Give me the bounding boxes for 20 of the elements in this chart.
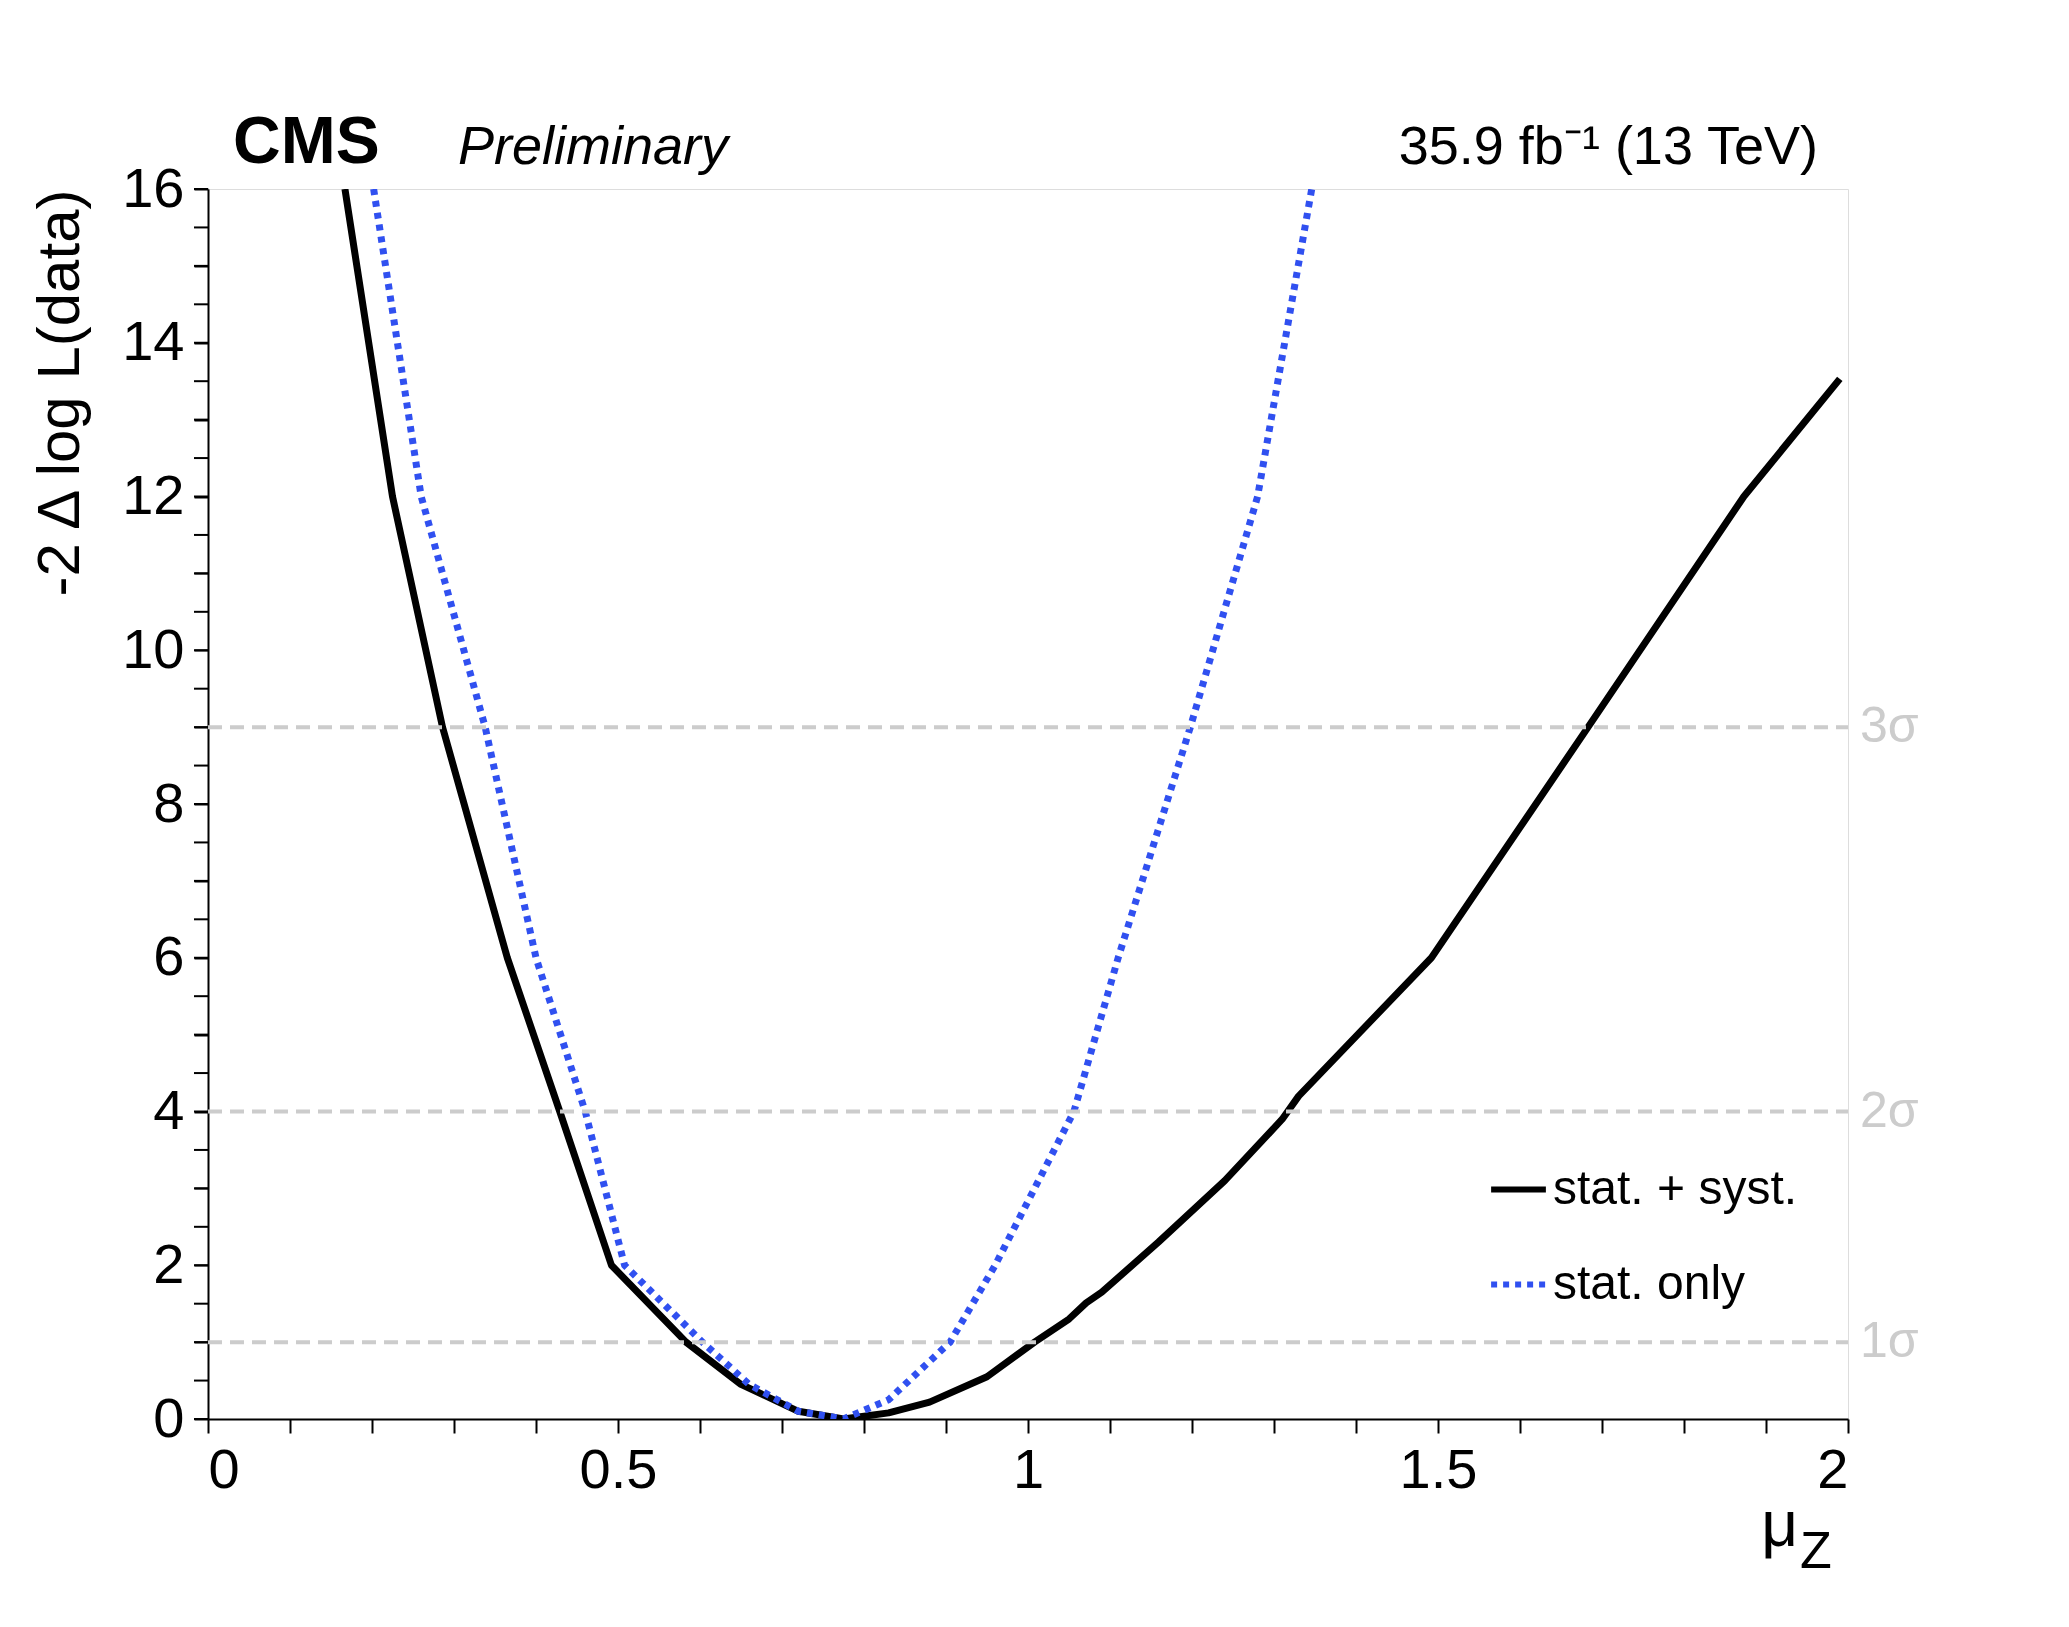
legend-label: stat. only — [1553, 1255, 1746, 1309]
x-tick-label: 0.5 — [579, 1436, 658, 1500]
x-tick-label: 1.5 — [1399, 1436, 1478, 1500]
x-tick-label: 0 — [208, 1436, 240, 1500]
y-tick-label: 10 — [122, 616, 185, 680]
y-axis-title: -2 Δ log L(data) — [25, 189, 93, 597]
y-tick-label: 8 — [153, 770, 185, 834]
text: 35.9 fb⁻¹ (13 TeV) — [1398, 115, 1818, 175]
y-tick-label: 14 — [122, 309, 185, 373]
y-tick-label: 4 — [153, 1078, 185, 1141]
x-tick-label: 1 — [1012, 1436, 1045, 1500]
y-tick-label: 6 — [153, 924, 185, 988]
chart-title: CMS — [233, 103, 380, 177]
chart-subtitle: Preliminary — [458, 115, 732, 175]
y-tick-label: 16 — [122, 155, 185, 219]
x-tick-label: 2 — [1817, 1436, 1849, 1500]
y-tick-label: 12 — [122, 463, 185, 526]
y-tick-label: 0 — [153, 1385, 185, 1449]
y-tick-label: 2 — [153, 1231, 185, 1295]
legend-label: stat. + syst. — [1553, 1160, 1798, 1214]
